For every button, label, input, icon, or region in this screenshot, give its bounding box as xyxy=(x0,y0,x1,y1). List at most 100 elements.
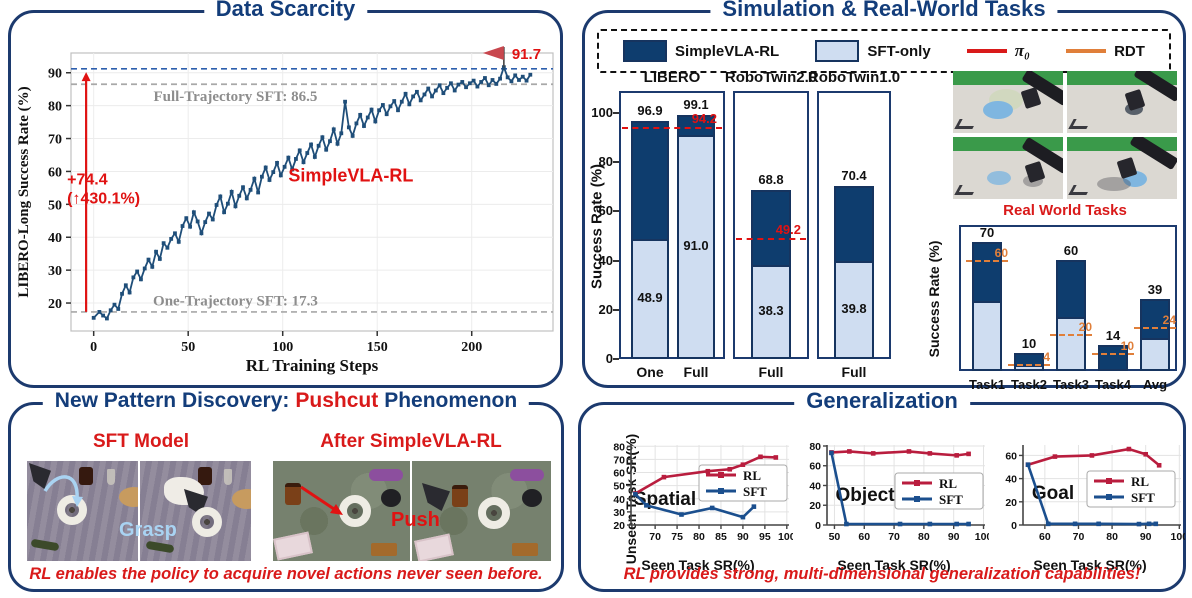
svg-text:20: 20 xyxy=(48,297,62,312)
rl-frame-2 xyxy=(412,461,551,561)
panel-title-text: Generalization xyxy=(806,388,958,413)
sim-real-body: SimpleVLA-RL SFT-only π₀ RDT Success Rat… xyxy=(585,13,1183,392)
real-world-tasks-label: Real World Tasks xyxy=(1003,202,1127,219)
title-prefix: New Pattern Discovery: xyxy=(54,389,290,412)
real-world-photo-4 xyxy=(1067,137,1177,199)
panel-title-generalization: Generalization xyxy=(794,388,970,414)
real-world-photo-3 xyxy=(953,137,1063,199)
rdt-reference-line xyxy=(1134,326,1176,329)
goal-x-axis-label: Seen Task SR(%) xyxy=(1033,557,1147,573)
sft-only-swatch xyxy=(815,40,860,62)
panel-generalization: Generalization Unseen Task SR(%) 20 30 40 5… xyxy=(578,388,1188,592)
bar-category-label: Task4 xyxy=(1095,377,1131,392)
after-rl-image: Push xyxy=(273,461,551,561)
svg-text:90: 90 xyxy=(737,531,749,543)
svg-text:30: 30 xyxy=(48,264,62,279)
sphere-object xyxy=(381,489,401,507)
tape-ring-object xyxy=(339,495,371,527)
svg-text:90: 90 xyxy=(48,67,62,82)
sft-model-label: SFT Model xyxy=(92,431,190,452)
legend-item-rdt: RDT xyxy=(1066,43,1145,60)
rdt-value: 24 xyxy=(1162,312,1176,327)
pi0-reference-line xyxy=(622,127,722,130)
bar-sft-value: 39.8 xyxy=(841,301,867,317)
sft-model-image: Grasp xyxy=(27,461,251,561)
svg-text:20: 20 xyxy=(809,500,821,512)
real-world-photo-1 xyxy=(953,71,1063,133)
bar-robotwin2-sft xyxy=(751,264,791,359)
simplevla-rl-swatch xyxy=(623,40,668,62)
bar-sft-value: 91.0 xyxy=(683,238,709,254)
bar-robotwin1-sft xyxy=(834,261,874,359)
panel-title-data-scarcity: Data Scarcity xyxy=(203,0,368,22)
svg-text:60: 60 xyxy=(809,461,821,473)
bar-total-value: 70.4 xyxy=(841,167,867,183)
jar-object xyxy=(452,485,468,507)
svg-text:75: 75 xyxy=(671,531,683,543)
bar-total-value: 68.8 xyxy=(758,171,784,187)
basket-object xyxy=(232,489,251,509)
legend-label: SimpleVLA-RL xyxy=(675,42,780,60)
grasp-arrow xyxy=(43,475,83,507)
pi0-value: 94.2 xyxy=(691,111,717,127)
pushcut-caption: RL enables the policy to acquire novel a… xyxy=(29,565,543,583)
y-tick-mark xyxy=(613,112,619,115)
svg-text:RL Training Steps: RL Training Steps xyxy=(246,356,379,375)
box-object xyxy=(512,543,538,556)
svg-text:0: 0 xyxy=(1011,520,1017,532)
bar-libero-sft xyxy=(631,238,669,359)
panel-data-scarcity: Data Scarcity 20 30 40 50 60 70 80 90 0 50 100 150 2… xyxy=(8,0,563,388)
legend-label: SFT-only xyxy=(867,42,931,60)
libero-title: LIBERO xyxy=(643,69,701,86)
bar-category-label: Task3 xyxy=(1053,377,1089,392)
bar-category-label: Full xyxy=(758,364,784,380)
svg-text:80: 80 xyxy=(809,441,821,453)
svg-text:80: 80 xyxy=(613,441,625,453)
robotwin1-title: RoboTwin1.0 xyxy=(807,69,901,86)
svg-text:150: 150 xyxy=(367,340,388,355)
y-tick-mark xyxy=(613,308,619,311)
generalization-caption: RL provides strong, multi-dimensional ge… xyxy=(623,565,1141,583)
bar-category-label: Avg xyxy=(1142,377,1168,392)
cup-object xyxy=(987,171,1011,185)
legend-item-pi0: π₀ xyxy=(966,41,1030,61)
rdt-value: 60 xyxy=(994,246,1008,261)
svg-text:RL: RL xyxy=(743,468,761,483)
rdt-line-swatch xyxy=(1066,49,1107,53)
rdt-value: 20 xyxy=(1078,320,1092,335)
after-simplevla-rl-label: After SimpleVLA-RL xyxy=(320,431,502,452)
box-object xyxy=(371,543,397,556)
bar-avg-sft xyxy=(1140,337,1170,371)
svg-text:Full-Trajectory SFT: 86.5: Full-Trajectory SFT: 86.5 xyxy=(153,89,317,105)
svg-text:100: 100 xyxy=(1171,531,1185,543)
svg-text:70: 70 xyxy=(649,531,661,543)
cup-object xyxy=(983,101,1013,119)
svg-text:95: 95 xyxy=(759,531,771,543)
bar-libero-sft xyxy=(677,135,715,359)
shadow xyxy=(1097,177,1131,191)
panel-title-text: Data Scarcity xyxy=(215,0,356,21)
panel-title-sim-real: Simulation & Real-World Tasks xyxy=(710,0,1058,22)
y-tick-mark xyxy=(613,259,619,262)
bar-total-value: 14 xyxy=(1105,328,1121,344)
svg-text:200: 200 xyxy=(461,340,482,355)
rdt-value: 10 xyxy=(1120,338,1134,353)
sim-bar-charts: LIBERO 0 20 40 60 80 100 96.9 48.9 One 99.1 91.0 Ful… xyxy=(585,13,1183,385)
basket-object xyxy=(119,487,138,507)
pi0-reference-line xyxy=(736,238,806,241)
sft-frame-1 xyxy=(27,461,138,561)
rdt-reference-line xyxy=(1092,352,1134,355)
bar-total-value: 10 xyxy=(1021,335,1037,351)
bar-sft-value: 48.9 xyxy=(637,289,663,305)
bar-task1-sft xyxy=(972,300,1002,371)
grasp-label: Grasp xyxy=(119,519,177,541)
bar-task2-sft xyxy=(1014,365,1044,371)
svg-text:80: 80 xyxy=(48,100,62,115)
spatial-x-axis-label: Seen Task SR(%) xyxy=(641,557,755,573)
real-world-photo-2 xyxy=(1067,71,1177,133)
sft-frame-2 xyxy=(140,461,251,561)
svg-text:0: 0 xyxy=(90,340,97,355)
